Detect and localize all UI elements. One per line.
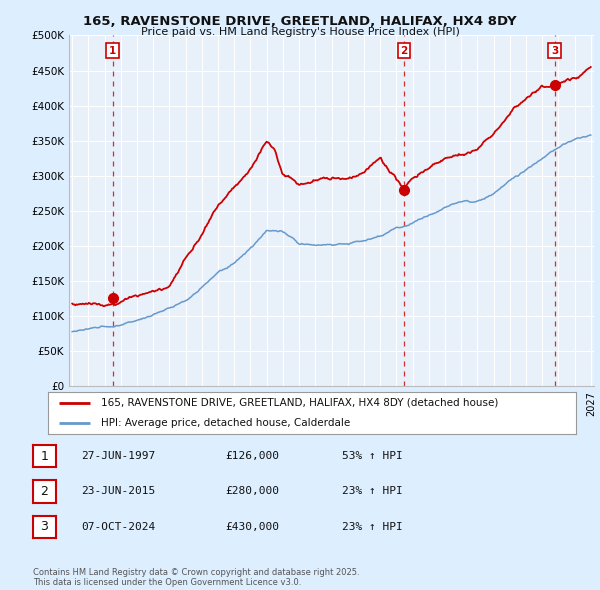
Text: 23-JUN-2015: 23-JUN-2015 xyxy=(81,487,155,496)
Text: 165, RAVENSTONE DRIVE, GREETLAND, HALIFAX, HX4 8DY (detached house): 165, RAVENSTONE DRIVE, GREETLAND, HALIFA… xyxy=(101,398,498,408)
Text: 2: 2 xyxy=(40,485,49,498)
Text: 1: 1 xyxy=(40,450,49,463)
Text: 165, RAVENSTONE DRIVE, GREETLAND, HALIFAX, HX4 8DY: 165, RAVENSTONE DRIVE, GREETLAND, HALIFA… xyxy=(83,15,517,28)
Text: 2: 2 xyxy=(400,46,408,56)
Text: 07-OCT-2024: 07-OCT-2024 xyxy=(81,522,155,532)
Text: 27-JUN-1997: 27-JUN-1997 xyxy=(81,451,155,461)
Text: Price paid vs. HM Land Registry's House Price Index (HPI): Price paid vs. HM Land Registry's House … xyxy=(140,27,460,37)
Text: Contains HM Land Registry data © Crown copyright and database right 2025.
This d: Contains HM Land Registry data © Crown c… xyxy=(33,568,359,587)
Text: £280,000: £280,000 xyxy=(225,487,279,496)
Text: HPI: Average price, detached house, Calderdale: HPI: Average price, detached house, Cald… xyxy=(101,418,350,428)
Text: 53% ↑ HPI: 53% ↑ HPI xyxy=(342,451,403,461)
Text: 1: 1 xyxy=(109,46,116,56)
Text: 23% ↑ HPI: 23% ↑ HPI xyxy=(342,522,403,532)
Text: £126,000: £126,000 xyxy=(225,451,279,461)
Text: £430,000: £430,000 xyxy=(225,522,279,532)
Text: 3: 3 xyxy=(40,520,49,533)
Text: 3: 3 xyxy=(551,46,558,56)
Text: 23% ↑ HPI: 23% ↑ HPI xyxy=(342,487,403,496)
